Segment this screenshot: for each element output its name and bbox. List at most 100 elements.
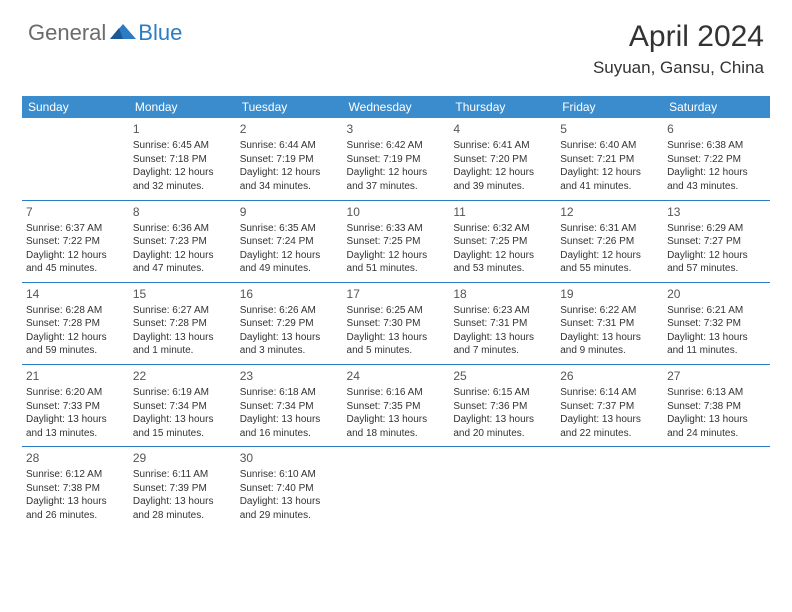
calendar-day-cell: 24Sunrise: 6:16 AMSunset: 7:35 PMDayligh… (343, 364, 450, 446)
calendar-week-row: 21Sunrise: 6:20 AMSunset: 7:33 PMDayligh… (22, 364, 770, 446)
sunrise-line: Sunrise: 6:45 AM (133, 139, 232, 153)
calendar-day-cell: 26Sunrise: 6:14 AMSunset: 7:37 PMDayligh… (556, 364, 663, 446)
daylight-line-2: and 51 minutes. (347, 262, 446, 276)
day-number: 5 (560, 121, 659, 137)
sunset-line: Sunset: 7:26 PM (560, 235, 659, 249)
calendar-day-cell: 5Sunrise: 6:40 AMSunset: 7:21 PMDaylight… (556, 118, 663, 200)
sunrise-line: Sunrise: 6:36 AM (133, 222, 232, 236)
day-number: 19 (560, 286, 659, 302)
sunrise-line: Sunrise: 6:16 AM (347, 386, 446, 400)
daylight-line-2: and 28 minutes. (133, 509, 232, 523)
sunrise-line: Sunrise: 6:27 AM (133, 304, 232, 318)
daylight-line-2: and 5 minutes. (347, 344, 446, 358)
calendar-day-cell: 16Sunrise: 6:26 AMSunset: 7:29 PMDayligh… (236, 282, 343, 364)
sunrise-line: Sunrise: 6:15 AM (453, 386, 552, 400)
daylight-line-2: and 41 minutes. (560, 180, 659, 194)
day-number: 10 (347, 204, 446, 220)
daylight-line-1: Daylight: 13 hours (240, 413, 339, 427)
daylight-line-1: Daylight: 13 hours (560, 331, 659, 345)
sunrise-line: Sunrise: 6:42 AM (347, 139, 446, 153)
sunset-line: Sunset: 7:38 PM (26, 482, 125, 496)
daylight-line-2: and 39 minutes. (453, 180, 552, 194)
day-number: 4 (453, 121, 552, 137)
daylight-line-1: Daylight: 13 hours (240, 495, 339, 509)
sunset-line: Sunset: 7:40 PM (240, 482, 339, 496)
calendar-day-cell: 9Sunrise: 6:35 AMSunset: 7:24 PMDaylight… (236, 200, 343, 282)
day-number: 21 (26, 368, 125, 384)
calendar-week-row: 14Sunrise: 6:28 AMSunset: 7:28 PMDayligh… (22, 282, 770, 364)
month-title: April 2024 (593, 20, 764, 54)
day-number: 27 (667, 368, 766, 384)
sunrise-line: Sunrise: 6:28 AM (26, 304, 125, 318)
calendar-day-cell: 23 Sunrise: 6:18 AMSunset: 7:34 PMDayligh… (236, 364, 343, 446)
sunrise-line: Sunrise: 6:26 AM (240, 304, 339, 318)
day-number: 13 (667, 204, 766, 220)
calendar-day-cell (22, 118, 129, 200)
sunrise-line: Sunrise: 6:14 AM (560, 386, 659, 400)
daylight-line-2: and 45 minutes. (26, 262, 125, 276)
calendar-day-cell: 17Sunrise: 6:25 AMSunset: 7:30 PMDayligh… (343, 282, 450, 364)
calendar-day-cell: 15Sunrise: 6:27 AMSunset: 7:28 PMDayligh… (129, 282, 236, 364)
daylight-line-2: and 49 minutes. (240, 262, 339, 276)
calendar-day-cell (556, 447, 663, 529)
sunset-line: Sunset: 7:27 PM (667, 235, 766, 249)
sunrise-line: Sunrise: 6:12 AM (26, 468, 125, 482)
calendar-day-cell: 20Sunrise: 6:21 AMSunset: 7:32 PMDayligh… (663, 282, 770, 364)
calendar-day-cell: 6Sunrise: 6:38 AMSunset: 7:22 PMDaylight… (663, 118, 770, 200)
day-number: 11 (453, 204, 552, 220)
day-number: 12 (560, 204, 659, 220)
day-number: 20 (667, 286, 766, 302)
daylight-line-1: Daylight: 12 hours (560, 249, 659, 263)
calendar-table: Sunday Monday Tuesday Wednesday Thursday… (22, 96, 770, 529)
sunset-line: Sunset: 7:19 PM (347, 153, 446, 167)
day-number: 18 (453, 286, 552, 302)
daylight-line-2: and 47 minutes. (133, 262, 232, 276)
daylight-line-1: Daylight: 13 hours (560, 413, 659, 427)
daylight-line-2: and 34 minutes. (240, 180, 339, 194)
sunrise-line: Sunrise: 6:20 AM (26, 386, 125, 400)
daylight-line-1: Daylight: 13 hours (133, 413, 232, 427)
calendar-day-cell: 4Sunrise: 6:41 AMSunset: 7:20 PMDaylight… (449, 118, 556, 200)
daylight-line-1: Daylight: 13 hours (240, 331, 339, 345)
weekday-header-row: Sunday Monday Tuesday Wednesday Thursday… (22, 96, 770, 118)
weekday-header: Tuesday (236, 96, 343, 118)
sunset-line: Sunset: 7:21 PM (560, 153, 659, 167)
daylight-line-1: Daylight: 13 hours (453, 413, 552, 427)
calendar-day-cell: 1Sunrise: 6:45 AMSunset: 7:18 PMDaylight… (129, 118, 236, 200)
day-number: 16 (240, 286, 339, 302)
daylight-line-2: and 32 minutes. (133, 180, 232, 194)
weekday-header: Sunday (22, 96, 129, 118)
day-number: 7 (26, 204, 125, 220)
calendar-week-row: 7Sunrise: 6:37 AMSunset: 7:22 PMDaylight… (22, 200, 770, 282)
weekday-header: Wednesday (343, 96, 450, 118)
daylight-line-2: and 29 minutes. (240, 509, 339, 523)
sunrise-line: Sunrise: 6:18 AM (240, 386, 339, 400)
day-number: 23 (240, 368, 339, 384)
sunset-line: Sunset: 7:18 PM (133, 153, 232, 167)
header: General Blue April 2024 Suyuan, Gansu, C… (0, 0, 792, 88)
daylight-line-1: Daylight: 13 hours (453, 331, 552, 345)
logo-text-blue: Blue (138, 20, 182, 46)
sunset-line: Sunset: 7:22 PM (667, 153, 766, 167)
day-number: 15 (133, 286, 232, 302)
calendar-day-cell: 13Sunrise: 6:29 AMSunset: 7:27 PMDayligh… (663, 200, 770, 282)
daylight-line-2: and 9 minutes. (560, 344, 659, 358)
day-number: 6 (667, 121, 766, 137)
weekday-header: Monday (129, 96, 236, 118)
sunset-line: Sunset: 7:34 PM (240, 400, 339, 414)
daylight-line-1: Daylight: 13 hours (26, 413, 125, 427)
calendar-day-cell: 21Sunrise: 6:20 AMSunset: 7:33 PMDayligh… (22, 364, 129, 446)
sunset-line: Sunset: 7:23 PM (133, 235, 232, 249)
daylight-line-1: Daylight: 12 hours (133, 166, 232, 180)
sunrise-line: Sunrise: 6:32 AM (453, 222, 552, 236)
sunset-line: Sunset: 7:38 PM (667, 400, 766, 414)
daylight-line-2: and 22 minutes. (560, 427, 659, 441)
day-number: 24 (347, 368, 446, 384)
daylight-line-2: and 26 minutes. (26, 509, 125, 523)
logo-text-general: General (28, 20, 106, 46)
calendar-day-cell: 30Sunrise: 6:10 AMSunset: 7:40 PMDayligh… (236, 447, 343, 529)
daylight-line-2: and 11 minutes. (667, 344, 766, 358)
sunrise-line: Sunrise: 6:10 AM (240, 468, 339, 482)
weekday-header: Friday (556, 96, 663, 118)
sunrise-line: Sunrise: 6:19 AM (133, 386, 232, 400)
